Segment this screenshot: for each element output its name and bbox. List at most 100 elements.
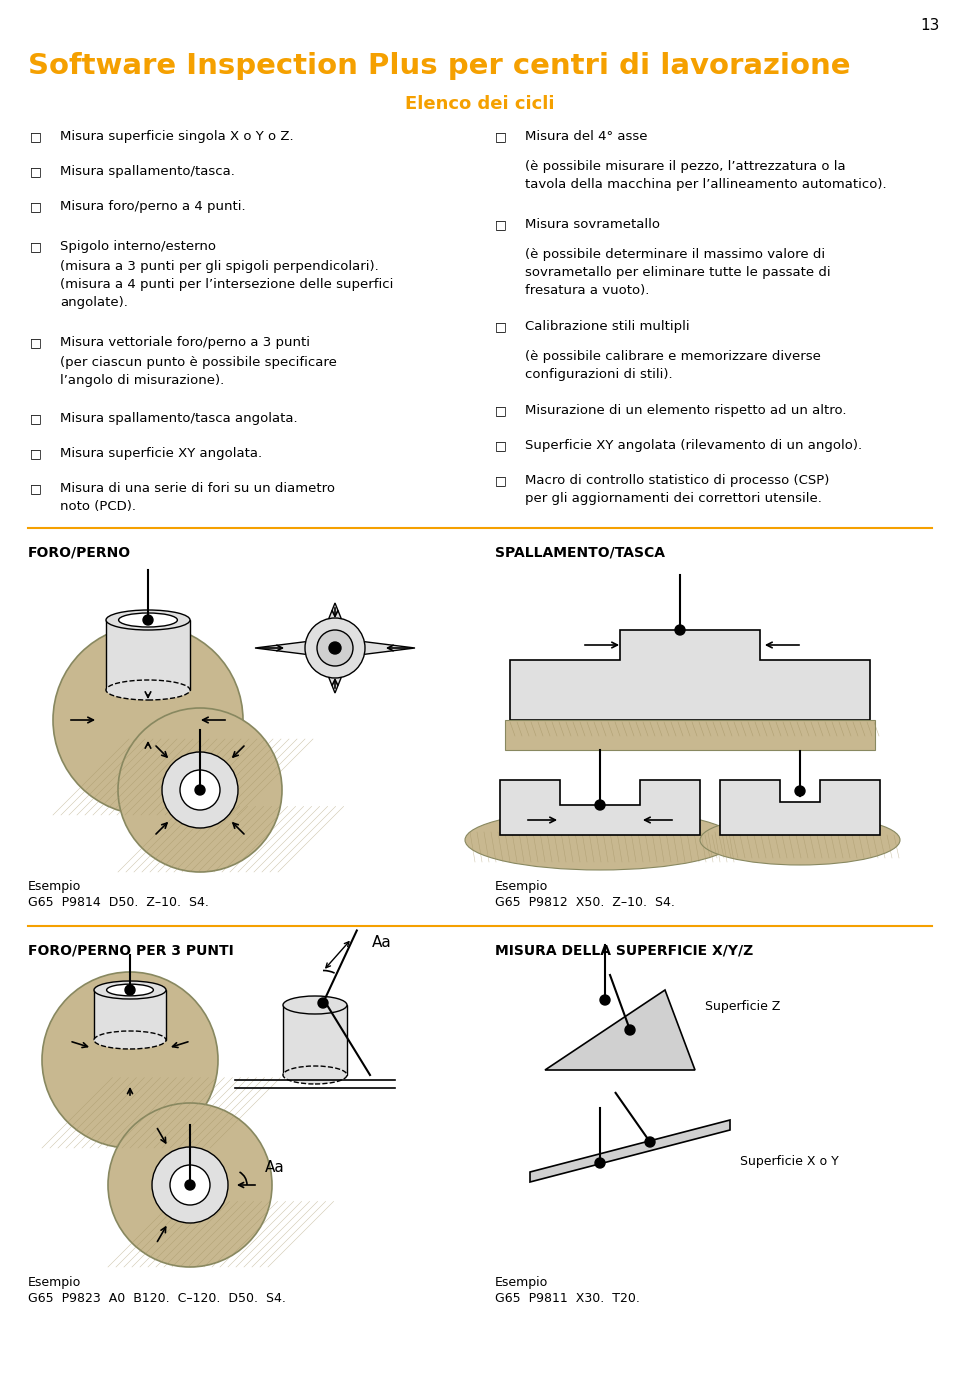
Text: fresatura a vuoto).: fresatura a vuoto).: [525, 283, 649, 297]
Text: Esempio: Esempio: [495, 879, 548, 893]
Text: angolate).: angolate).: [60, 296, 128, 309]
Text: □: □: [495, 475, 507, 487]
Circle shape: [317, 630, 353, 666]
Text: Superficie X o Y: Superficie X o Y: [740, 1154, 839, 1168]
Bar: [283, 1005, 347, 1075]
Text: □: □: [30, 447, 41, 461]
Text: □: □: [495, 130, 507, 142]
Text: configurazioni di stili).: configurazioni di stili).: [525, 369, 673, 381]
Text: Misurazione di un elemento rispetto ad un altro.: Misurazione di un elemento rispetto ad u…: [525, 403, 847, 417]
Text: □: □: [495, 218, 507, 230]
Text: Misura spallamento/tasca.: Misura spallamento/tasca.: [60, 165, 235, 179]
Text: Misura vettoriale foro/perno a 3 punti: Misura vettoriale foro/perno a 3 punti: [60, 336, 310, 349]
Text: □: □: [30, 336, 41, 349]
Polygon shape: [545, 990, 695, 1069]
Text: □: □: [30, 412, 41, 424]
Ellipse shape: [283, 1067, 347, 1085]
Ellipse shape: [106, 610, 190, 630]
Text: G65  P9812  X50.  Z–10.  S4.: G65 P9812 X50. Z–10. S4.: [495, 896, 675, 909]
Ellipse shape: [119, 613, 178, 627]
Text: Macro di controllo statistico di processo (CSP): Macro di controllo statistico di process…: [525, 475, 829, 487]
Text: □: □: [495, 438, 507, 452]
Ellipse shape: [107, 984, 154, 995]
Text: Elenco dei cicli: Elenco dei cicli: [405, 95, 555, 113]
Circle shape: [305, 618, 365, 678]
Text: Misura sovrametallo: Misura sovrametallo: [525, 218, 660, 230]
Text: Misura spallamento/tasca angolata.: Misura spallamento/tasca angolata.: [60, 412, 298, 424]
Text: 13: 13: [921, 18, 940, 34]
Polygon shape: [317, 603, 353, 648]
Circle shape: [675, 625, 685, 635]
Text: FORO/PERNO: FORO/PERNO: [28, 546, 132, 560]
Text: Misura di una serie di fori su un diametro: Misura di una serie di fori su un diamet…: [60, 482, 335, 496]
Text: tavola della macchina per l’allineamento automatico).: tavola della macchina per l’allineamento…: [525, 179, 887, 191]
Circle shape: [108, 1103, 272, 1268]
Text: Software Inspection Plus per centri di lavorazione: Software Inspection Plus per centri di l…: [28, 52, 851, 80]
Text: (misura a 3 punti per gli spigoli perpendicolari).: (misura a 3 punti per gli spigoli perpen…: [60, 260, 379, 274]
Text: G65  P9823  A0  B120.  C–120.  D50.  S4.: G65 P9823 A0 B120. C–120. D50. S4.: [28, 1293, 286, 1305]
Text: Aa: Aa: [265, 1160, 285, 1175]
Circle shape: [170, 1166, 210, 1205]
Polygon shape: [720, 780, 880, 835]
Text: SPALLAMENTO/TASCA: SPALLAMENTO/TASCA: [495, 546, 665, 560]
Text: G65  P9814  D50.  Z–10.  S4.: G65 P9814 D50. Z–10. S4.: [28, 896, 209, 909]
Bar: [94, 990, 166, 1040]
Text: Misura superficie singola X o Y o Z.: Misura superficie singola X o Y o Z.: [60, 130, 294, 142]
Text: □: □: [30, 200, 41, 214]
Text: Aa: Aa: [372, 935, 392, 951]
Text: (è possibile determinare il massimo valore di: (è possibile determinare il massimo valo…: [525, 248, 826, 261]
Text: (è possibile calibrare e memorizzare diverse: (è possibile calibrare e memorizzare div…: [525, 350, 821, 363]
Polygon shape: [505, 720, 875, 750]
Circle shape: [645, 1136, 655, 1148]
Text: FORO/PERNO PER 3 PUNTI: FORO/PERNO PER 3 PUNTI: [28, 944, 233, 958]
Circle shape: [595, 800, 605, 810]
Text: l’angolo di misurazione).: l’angolo di misurazione).: [60, 374, 225, 387]
Text: Spigolo interno/esterno: Spigolo interno/esterno: [60, 240, 216, 253]
Text: Esempio: Esempio: [28, 879, 82, 893]
Circle shape: [162, 752, 238, 828]
Ellipse shape: [465, 810, 735, 870]
Circle shape: [53, 625, 243, 815]
Text: Calibrazione stili multipli: Calibrazione stili multipli: [525, 320, 689, 334]
Circle shape: [600, 995, 610, 1005]
Polygon shape: [317, 648, 353, 692]
Bar: [106, 620, 190, 690]
Circle shape: [595, 1159, 605, 1168]
Text: Superficie XY angolata (rilevamento di un angolo).: Superficie XY angolata (rilevamento di u…: [525, 438, 862, 452]
Text: noto (PCD).: noto (PCD).: [60, 500, 136, 512]
Ellipse shape: [700, 815, 900, 866]
Polygon shape: [335, 638, 415, 658]
Ellipse shape: [106, 680, 190, 699]
Text: □: □: [30, 165, 41, 179]
Text: per gli aggiornamenti dei correttori utensile.: per gli aggiornamenti dei correttori ute…: [525, 491, 822, 505]
Text: (misura a 4 punti per l’intersezione delle superfici: (misura a 4 punti per l’intersezione del…: [60, 278, 394, 290]
Circle shape: [195, 785, 205, 794]
Text: Misura foro/perno a 4 punti.: Misura foro/perno a 4 punti.: [60, 200, 246, 214]
Text: □: □: [30, 482, 41, 496]
Circle shape: [795, 786, 805, 796]
Circle shape: [185, 1180, 195, 1189]
Text: (è possibile misurare il pezzo, l’attrezzatura o la: (è possibile misurare il pezzo, l’attrez…: [525, 161, 846, 173]
Circle shape: [125, 986, 135, 995]
Text: □: □: [30, 240, 41, 253]
Polygon shape: [255, 638, 335, 658]
Text: □: □: [495, 403, 507, 417]
Text: (per ciascun punto è possibile specificare: (per ciascun punto è possibile specifica…: [60, 356, 337, 369]
Circle shape: [152, 1148, 228, 1223]
Circle shape: [329, 642, 341, 653]
Text: G65  P9811  X30.  T20.: G65 P9811 X30. T20.: [495, 1293, 640, 1305]
Circle shape: [118, 708, 282, 872]
Polygon shape: [530, 1120, 730, 1182]
Text: Misura del 4° asse: Misura del 4° asse: [525, 130, 647, 142]
Circle shape: [180, 771, 220, 810]
Circle shape: [318, 998, 328, 1008]
Ellipse shape: [94, 981, 166, 1000]
Text: sovrametallo per eliminare tutte le passate di: sovrametallo per eliminare tutte le pass…: [525, 267, 830, 279]
Text: Esempio: Esempio: [28, 1276, 82, 1289]
Circle shape: [625, 1025, 635, 1034]
Polygon shape: [500, 780, 700, 835]
Ellipse shape: [94, 1032, 166, 1048]
Circle shape: [42, 972, 218, 1148]
Circle shape: [143, 616, 153, 625]
Text: Misura superficie XY angolata.: Misura superficie XY angolata.: [60, 447, 262, 461]
